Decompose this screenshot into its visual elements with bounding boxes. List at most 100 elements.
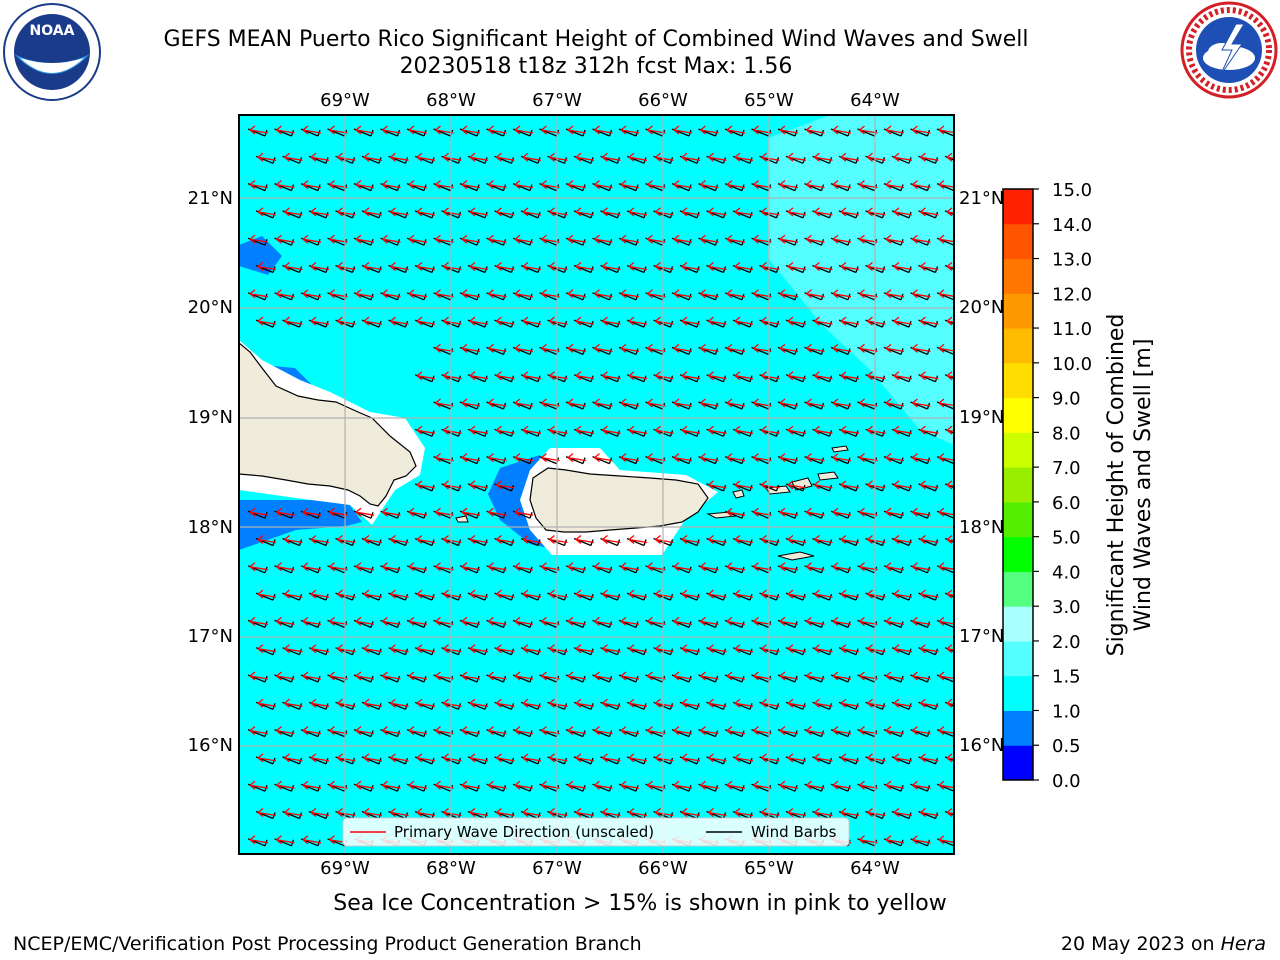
vector-glyph [865,480,886,492]
vector-glyph [865,316,886,328]
primary-wave-arrow [257,807,277,818]
primary-wave-arrow [655,753,674,763]
primary-wave-arrow [284,316,303,326]
vector-glyph [520,316,542,328]
colorbar-tick-label: 4.0 [1052,562,1081,583]
primary-wave-arrow [628,589,648,599]
primary-wave-arrow [885,398,905,408]
vector-glyph [592,289,613,301]
vector-glyph [547,753,568,765]
primary-wave-arrow [514,343,534,353]
vector-glyph [830,125,852,137]
vector-glyph [812,261,833,274]
primary-wave-arrow [567,180,587,190]
vector-glyph [414,534,436,547]
primary-wave-arrow [496,261,515,272]
primary-wave-arrow [363,152,383,162]
vector-glyph [724,398,746,410]
primary-wave-arrow [920,207,939,217]
primary-wave-arrow [938,726,954,736]
primary-wave-arrow [594,398,613,408]
primary-wave-arrow [363,753,383,763]
primary-wave-arrow [726,289,746,299]
vector-glyph [918,207,939,219]
primary-wave-arrow [310,316,330,326]
primary-wave-arrow [920,371,939,381]
vector-glyph [547,207,568,219]
primary-wave-arrow [655,261,674,272]
vector-glyph [804,507,825,519]
primary-wave-arrow [249,234,269,244]
primary-wave-arrow [814,371,833,381]
vector-glyph [936,507,954,519]
primary-wave-arrow [257,698,277,708]
primary-wave-arrow [787,425,807,435]
primary-wave-arrow [761,371,780,381]
vector-glyph [936,835,954,847]
vector-glyph [883,562,905,574]
vector-glyph [777,180,799,192]
vector-glyph [388,753,409,765]
vector-glyph [388,807,409,820]
vector-glyph [441,207,462,219]
primary-wave-arrow [567,234,587,244]
primary-wave-arrow [832,343,852,353]
vector-glyph [918,534,939,547]
vector-glyph [414,207,436,219]
primary-wave-arrow [885,234,905,244]
vector-glyph [565,616,587,629]
vector-glyph [414,371,436,383]
vector-glyph [282,316,303,328]
primary-wave-arrow [920,261,939,272]
vector-glyph [512,780,534,792]
primary-wave-arrow [806,289,825,299]
primary-wave-arrow [594,125,613,135]
vector-glyph [626,589,648,601]
colorbar-tick-label: 8.0 [1052,423,1081,444]
footer-machine: Hera [1220,933,1266,955]
vector-glyph [494,316,515,328]
vector-glyph [600,316,621,328]
vector-glyph [777,453,799,465]
primary-wave-arrow [673,671,693,681]
vector-glyph [698,616,719,629]
vector-glyph [441,480,462,492]
vector-glyph [698,234,719,246]
vector-glyph [891,207,913,219]
primary-wave-arrow [549,261,568,272]
vector-glyph [486,343,507,356]
vector-glyph [494,152,515,164]
primary-wave-arrow [726,780,746,790]
vector-glyph [459,125,481,137]
primary-wave-arrow [867,261,886,272]
vector-glyph [891,698,913,710]
vector-glyph [592,180,613,192]
vector-glyph [777,562,799,574]
vector-glyph [679,152,701,164]
primary-wave-arrow [514,616,534,626]
primary-wave-arrow [734,644,754,654]
vector-glyph [918,589,939,601]
primary-wave-arrow [602,644,621,654]
primary-wave-arrow [575,753,595,763]
primary-wave-arrow [885,125,905,135]
vector-glyph [883,835,905,847]
lat-tick-label: 17°N [959,626,1004,647]
vector-glyph [486,398,507,410]
primary-wave-arrow [496,425,515,435]
vector-glyph [573,261,595,274]
primary-wave-arrow [787,807,807,818]
primary-wave-arrow [920,425,939,435]
primary-wave-arrow [708,644,727,654]
vector-glyph [274,726,295,738]
primary-wave-arrow [700,343,719,353]
vector-glyph [732,261,754,274]
primary-wave-arrow [673,562,693,572]
vector-glyph [918,371,939,383]
vector-glyph [467,371,489,383]
primary-wave-arrow [496,644,515,654]
primary-wave-arrow [461,125,481,135]
primary-wave-arrow [912,835,931,845]
primary-wave-arrow [488,616,507,626]
primary-wave-arrow [469,371,489,381]
